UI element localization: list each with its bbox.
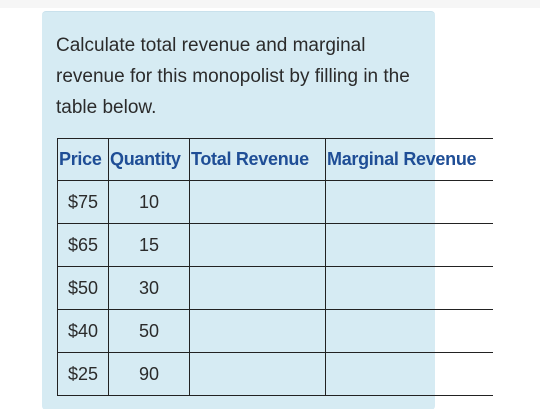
table-row: $25 90 bbox=[57, 352, 493, 396]
total-revenue-cell[interactable] bbox=[189, 180, 326, 224]
header-quantity: Quantity bbox=[108, 138, 190, 181]
revenue-table: Price Quantity Total Revenue Marginal Re… bbox=[57, 138, 493, 396]
total-revenue-cell[interactable] bbox=[189, 266, 326, 310]
total-revenue-cell[interactable] bbox=[189, 352, 326, 396]
header-marginal-revenue: Marginal Revenue bbox=[325, 138, 493, 181]
question-text: Calculate total revenue and marginal rev… bbox=[56, 35, 410, 118]
marginal-revenue-cell[interactable] bbox=[325, 266, 493, 310]
price-cell: $50 bbox=[57, 266, 109, 310]
header-price: Price bbox=[57, 138, 109, 181]
table-row: $40 50 bbox=[57, 309, 493, 353]
price-cell: $25 bbox=[57, 352, 109, 396]
marginal-revenue-cell[interactable] bbox=[325, 309, 493, 353]
total-revenue-cell[interactable] bbox=[189, 223, 326, 267]
quantity-cell: 90 bbox=[108, 352, 190, 396]
price-cell: $40 bbox=[57, 309, 109, 353]
quantity-cell: 30 bbox=[108, 266, 190, 310]
top-strip bbox=[0, 0, 540, 8]
price-cell: $65 bbox=[57, 223, 109, 267]
marginal-revenue-cell[interactable] bbox=[325, 180, 493, 224]
quantity-cell: 50 bbox=[108, 309, 190, 353]
total-revenue-cell[interactable] bbox=[189, 309, 326, 353]
header-total-revenue: Total Revenue bbox=[189, 138, 326, 181]
marginal-revenue-cell[interactable] bbox=[325, 223, 493, 267]
table-row: $75 10 bbox=[57, 180, 493, 224]
price-cell: $75 bbox=[57, 180, 109, 224]
quantity-cell: 15 bbox=[108, 223, 190, 267]
table-row: $50 30 bbox=[57, 266, 493, 310]
quantity-cell: 10 bbox=[108, 180, 190, 224]
table-header-row: Price Quantity Total Revenue Marginal Re… bbox=[57, 138, 493, 181]
marginal-revenue-cell[interactable] bbox=[325, 352, 493, 396]
table-row: $65 15 bbox=[57, 223, 493, 267]
